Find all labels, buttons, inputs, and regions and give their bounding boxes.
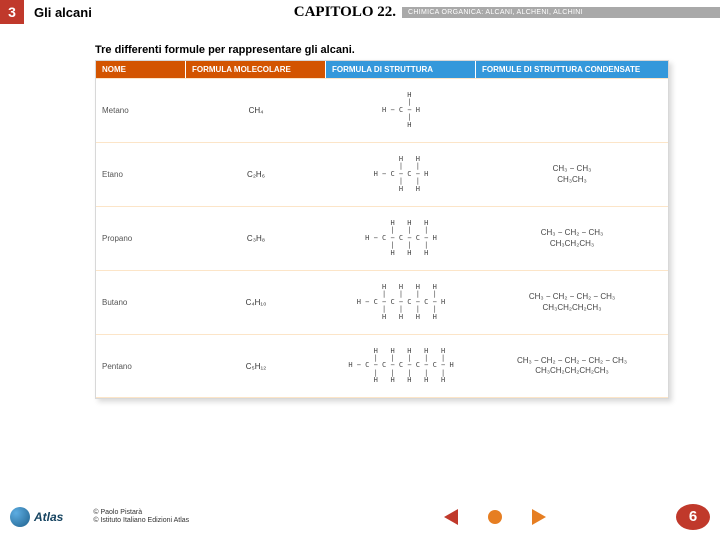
- table-row: PropanoC₃H₈ H H H | | | H − C − C − C − …: [96, 206, 668, 270]
- cell-condensed: CH₃ − CH₂ − CH₂ − CH₃CH₃CH₂CH₂CH₃: [476, 271, 668, 334]
- cell-molecular: C₃H₈: [186, 207, 326, 270]
- cell-condensed: CH₃ − CH₃CH₃CH₃: [476, 143, 668, 206]
- table-row: EtanoC₂H₆ H H | | H − C − C − H | | H HC…: [96, 142, 668, 206]
- cell-molecular: C₄H₁₀: [186, 271, 326, 334]
- cell-name: Propano: [96, 207, 186, 270]
- cell-name: Etano: [96, 143, 186, 206]
- section-number: 3: [0, 0, 24, 24]
- prev-arrow-icon[interactable]: [444, 509, 458, 525]
- table-header: NOME FORMULA MOLECOLARE FORMULA DI STRUT…: [96, 61, 668, 78]
- cell-name: Metano: [96, 79, 186, 142]
- publisher-logo: Atlas: [10, 507, 63, 527]
- chapter-label: CAPITOLO 22.: [294, 4, 396, 21]
- page-subtitle: Tre differenti formule per rappresentare…: [0, 44, 720, 56]
- table-body: MetanoCH₄ H | H − C − H | HEtanoC₂H₆ H H…: [96, 78, 668, 398]
- cell-structure: H H H H | | | | H − C − C − C − C − H | …: [326, 271, 476, 334]
- next-arrow-icon[interactable]: [532, 509, 546, 525]
- col-structure: FORMULA DI STRUTTURA: [326, 61, 476, 78]
- col-name: NOME: [96, 61, 186, 78]
- header-right: CAPITOLO 22. CHIMICA ORGANICA: ALCANI, A…: [294, 4, 720, 21]
- col-condensed: FORMULE DI STRUTTURA CONDENSATE: [476, 61, 668, 78]
- table-row: ButanoC₄H₁₀ H H H H | | | | H − C − C − …: [96, 270, 668, 334]
- copyright-line-1: © Paolo Pistarà: [93, 509, 189, 517]
- cell-structure: H | H − C − H | H: [326, 79, 476, 142]
- copyright: © Paolo Pistarà © Istituto Italiano Ediz…: [93, 509, 189, 526]
- table-row: PentanoC₅H₁₂ H H H H H | | | | | H − C −…: [96, 334, 668, 398]
- table-row: MetanoCH₄ H | H − C − H | H: [96, 78, 668, 142]
- copyright-line-2: © Istituto Italiano Edizioni Atlas: [93, 517, 189, 525]
- cell-name: Butano: [96, 271, 186, 334]
- alkane-table: NOME FORMULA MOLECOLARE FORMULA DI STRUT…: [95, 60, 669, 399]
- cell-molecular: CH₄: [186, 79, 326, 142]
- cell-structure: H H H H H | | | | | H − C − C − C − C − …: [326, 335, 476, 397]
- page-number-badge: 6: [676, 504, 710, 530]
- slide-nav: [444, 509, 546, 525]
- cell-condensed: CH₃ − CH₂ − CH₃CH₃CH₂CH₃: [476, 207, 668, 270]
- cell-molecular: C₅H₁₂: [186, 335, 326, 397]
- footer: Atlas © Paolo Pistarà © Istituto Italian…: [0, 504, 720, 530]
- nav-dot-icon[interactable]: [488, 510, 502, 524]
- cell-structure: H H H | | | H − C − C − C − H | | | H H …: [326, 207, 476, 270]
- cell-molecular: C₂H₆: [186, 143, 326, 206]
- cell-condensed: CH₃ − CH₂ − CH₂ − CH₂ − CH₃CH₃CH₂CH₂CH₂C…: [476, 335, 668, 397]
- chapter-subtitle-banner: CHIMICA ORGANICA: ALCANI, ALCHENI, ALCHI…: [402, 7, 720, 18]
- header-bar: 3 Gli alcani CAPITOLO 22. CHIMICA ORGANI…: [0, 0, 720, 24]
- cell-condensed: [476, 79, 668, 142]
- section-title: Gli alcani: [24, 5, 92, 20]
- cell-structure: H H | | H − C − C − H | | H H: [326, 143, 476, 206]
- col-molecular: FORMULA MOLECOLARE: [186, 61, 326, 78]
- cell-name: Pentano: [96, 335, 186, 397]
- logo-text: Atlas: [34, 510, 63, 524]
- globe-icon: [10, 507, 30, 527]
